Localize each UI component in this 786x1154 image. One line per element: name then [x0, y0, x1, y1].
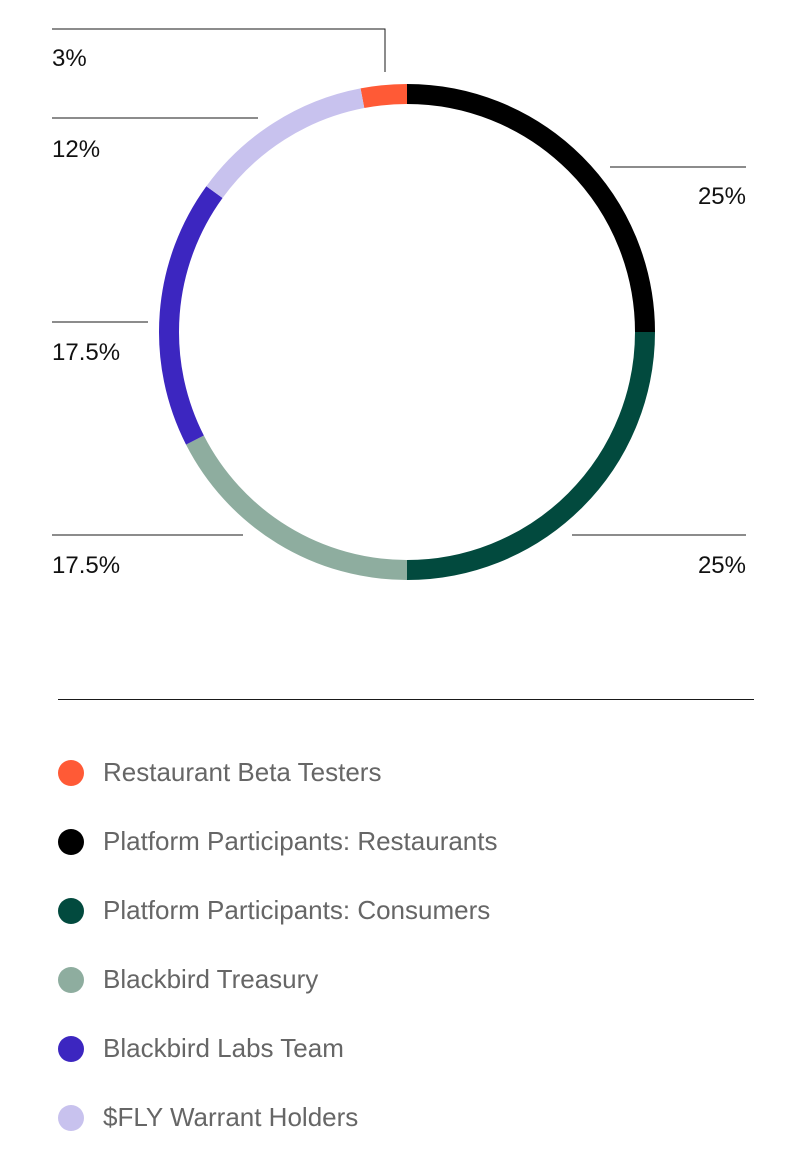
legend-label: Restaurant Beta Testers	[103, 757, 382, 787]
allocation-donut-chart: 3% 25% 25% 17.5% 17.5% 12%	[52, 28, 746, 580]
legend: Restaurant Beta Testers Platform Particip…	[58, 738, 498, 1152]
slice-label-platform-participants-restaurants: 25%	[698, 183, 746, 210]
slice-blackbird-labs-team	[159, 186, 223, 445]
legend-item-blackbird-treasury: Blackbird Treasury	[58, 945, 498, 1014]
legend-swatch	[58, 897, 84, 924]
slice-blackbird-treasury	[186, 435, 408, 580]
legend-label: Blackbird Labs Team	[103, 1033, 344, 1063]
slice-fly-warrant-holders	[206, 88, 365, 199]
slice-platform-participants-consumers	[406, 331, 655, 580]
legend-swatch	[58, 759, 84, 786]
legend-item-restaurant-beta-testers: Restaurant Beta Testers	[58, 738, 498, 807]
slice-label-restaurant-beta-testers: 3%	[52, 45, 87, 72]
slice-label-platform-participants-consumers: 25%	[698, 552, 746, 579]
leader-lines	[52, 28, 746, 536]
slice-restaurant-beta-testers	[360, 84, 408, 109]
legend-item-platform-participants-consumers: Platform Participants: Consumers	[58, 876, 498, 945]
legend-swatch	[58, 966, 84, 993]
legend-item-blackbird-labs-team: Blackbird Labs Team	[58, 1014, 498, 1083]
legend-label: Blackbird Treasury	[103, 964, 319, 994]
divider-line	[58, 699, 754, 700]
legend-swatch	[58, 1104, 84, 1131]
slice-label-blackbird-treasury: 17.5%	[52, 552, 120, 579]
legend-label: Platform Participants: Restaurants	[103, 826, 498, 856]
legend-item-platform-participants-restaurants: Platform Participants: Restaurants	[58, 807, 498, 876]
slice-platform-participants-restaurants	[406, 84, 655, 333]
slice-label-blackbird-labs-team: 17.5%	[52, 339, 120, 366]
legend-swatch	[58, 1035, 84, 1062]
leader-line-restaurant-beta-testers	[52, 28, 386, 72]
legend-label: $FLY Warrant Holders	[103, 1102, 359, 1132]
legend-label: Platform Participants: Consumers	[103, 895, 491, 925]
legend-item-fly-warrant-holders: $FLY Warrant Holders	[58, 1083, 498, 1152]
slice-labels: 3% 25% 25% 17.5% 17.5% 12%	[52, 45, 746, 579]
legend-swatch	[58, 828, 84, 855]
slice-label-fly-warrant-holders: 12%	[52, 136, 100, 163]
donut-slices	[159, 84, 655, 580]
